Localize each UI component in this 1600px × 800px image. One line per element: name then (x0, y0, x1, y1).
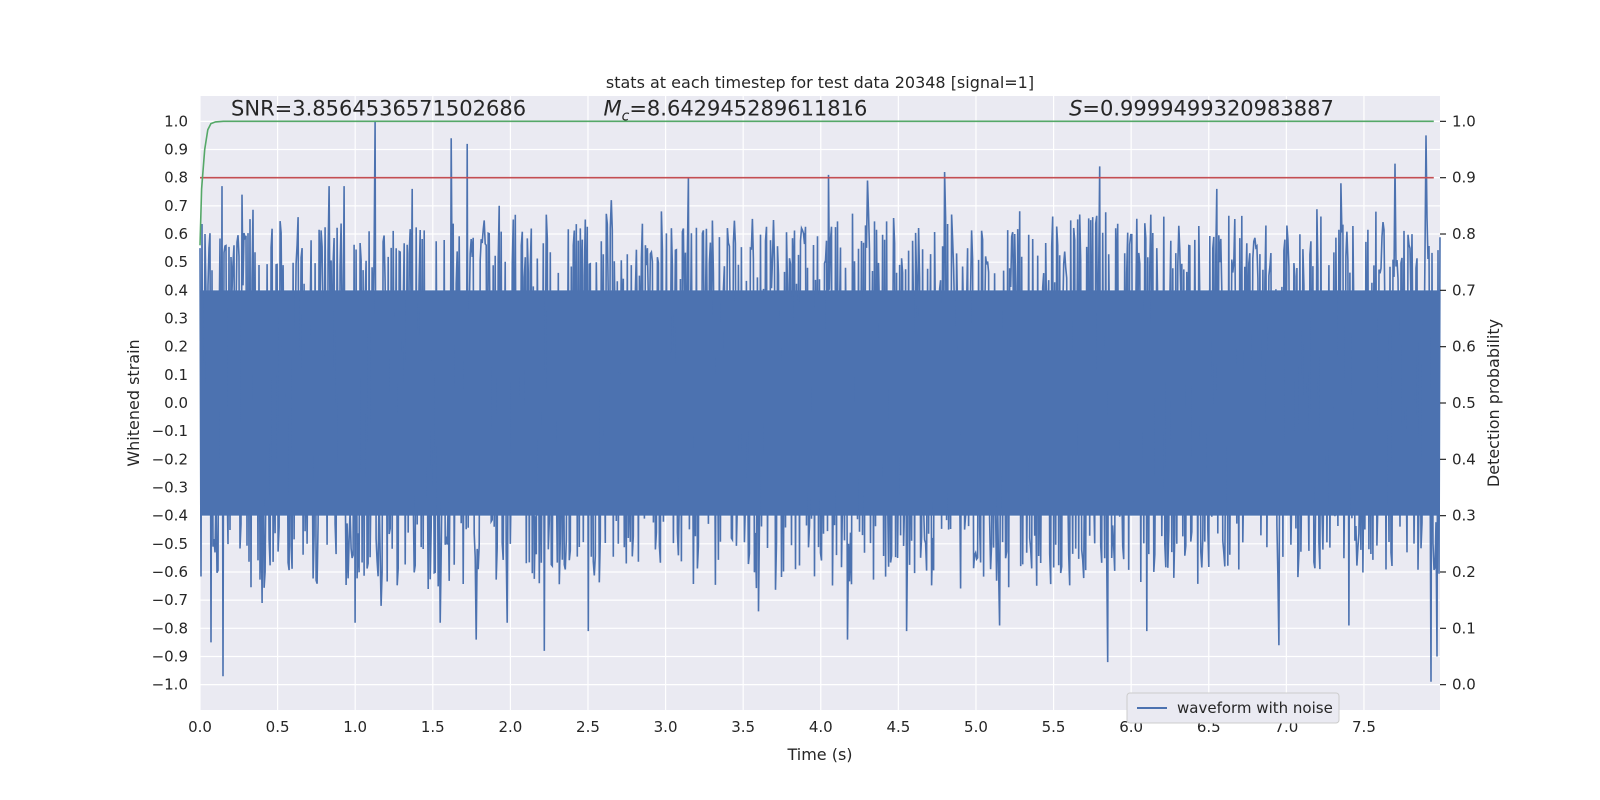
right-tick-label: 0.8 (1452, 225, 1476, 243)
left-tick-label: −0.1 (152, 422, 188, 440)
left-tick-label: −0.6 (152, 563, 188, 581)
score-value: =0.9999499320983887 (1082, 96, 1333, 120)
waveform-line (199, 121, 1441, 682)
snr-annotation: SNR=3.8564536571502686 (231, 96, 526, 120)
x-tick-label: 2.0 (498, 718, 522, 736)
right-tick-label: 0.0 (1452, 676, 1476, 694)
left-tick-label: −0.9 (152, 647, 188, 665)
legend-box (1126, 692, 1340, 724)
right-tick-label: 1.0 (1452, 112, 1476, 130)
left-tick-label: 0.4 (164, 281, 188, 299)
left-tick-label: 0.3 (164, 310, 188, 328)
x-tick-label: 4.5 (886, 718, 910, 736)
score-symbol: S (1069, 96, 1082, 120)
right-tick-label: 0.2 (1452, 563, 1476, 581)
x-tick-label: 0.5 (266, 718, 290, 736)
x-axis-label: Time (s) (786, 745, 852, 764)
left-tick-label: 0.9 (164, 141, 188, 159)
left-tick-label: −0.5 (152, 535, 188, 553)
detection-probability-line (199, 120, 1434, 246)
left-tick-label: 1.0 (164, 112, 188, 130)
left-axis-label: Whitened strain (124, 339, 143, 466)
chirp-mass-subscript: c (622, 108, 630, 124)
x-tick-label: 3.5 (731, 718, 755, 736)
chirp-mass-annotation: Mc=8.642945289611816 (604, 96, 868, 124)
legend-label-waveform: waveform with noise (1177, 699, 1333, 717)
x-tick-label: 0.0 (188, 718, 212, 736)
left-tick-label: −0.4 (152, 507, 188, 525)
left-tick-label: 0.0 (164, 394, 188, 412)
left-tick-label: −1.0 (152, 676, 188, 694)
left-tick-label: 0.2 (164, 338, 188, 356)
right-tick-label: 0.3 (1452, 507, 1476, 525)
x-tick-label: 5.5 (1042, 718, 1066, 736)
x-axis-ticks: 0.0 0.5 1.0 1.5 2.0 2.5 3.0 3.5 4.0 4.5 5.0 5.5 6.0 6… (188, 718, 1376, 736)
chirp-mass-symbol: M (604, 96, 622, 120)
left-tick-label: −0.2 (152, 450, 188, 468)
x-tick-label: 7.5 (1352, 718, 1376, 736)
x-tick-label: 1.0 (343, 718, 367, 736)
x-tick-label: 2.5 (576, 718, 600, 736)
left-tick-label: 0.5 (164, 253, 188, 271)
left-tick-label: 0.7 (164, 197, 188, 215)
right-tick-label: 0.5 (1452, 394, 1476, 412)
left-axis-ticks: 1.0 0.9 0.8 0.7 0.6 0.5 0.4 0.3 0.2 0.1 0.0 −0.1 −0.… (152, 112, 188, 693)
right-tick-label: 0.7 (1452, 281, 1476, 299)
right-tick-label: 0.4 (1452, 450, 1476, 468)
right-axis-label: Detection probability (1484, 319, 1503, 487)
chirp-mass-value: =8.642945289611816 (629, 96, 867, 120)
left-tick-label: −0.7 (152, 591, 188, 609)
right-tick-label: 0.1 (1452, 619, 1476, 637)
left-tick-label: −0.3 (152, 478, 188, 496)
legend: waveform with noise (1126, 692, 1340, 724)
waveform-series (199, 121, 1441, 682)
right-tick-label: 0.6 (1452, 338, 1476, 356)
right-tick-label: 0.9 (1452, 169, 1476, 187)
left-tick-label: 0.1 (164, 366, 188, 384)
left-tick-label: −0.8 (152, 619, 188, 637)
right-axis-ticks: 1.0 0.9 0.8 0.7 0.6 0.5 0.4 0.3 0.2 0.1 0.0 (1440, 112, 1476, 694)
left-tick-label: 0.6 (164, 225, 188, 243)
x-tick-label: 3.0 (654, 718, 678, 736)
x-tick-label: 4.0 (809, 718, 833, 736)
score-annotation: S=0.9999499320983887 (1069, 96, 1334, 120)
probability-series (199, 120, 1434, 246)
x-tick-label: 1.5 (421, 718, 445, 736)
left-tick-label: 0.8 (164, 169, 188, 187)
x-tick-label: 5.0 (964, 718, 988, 736)
chart-title: stats at each timestep for test data 203… (606, 73, 1034, 92)
